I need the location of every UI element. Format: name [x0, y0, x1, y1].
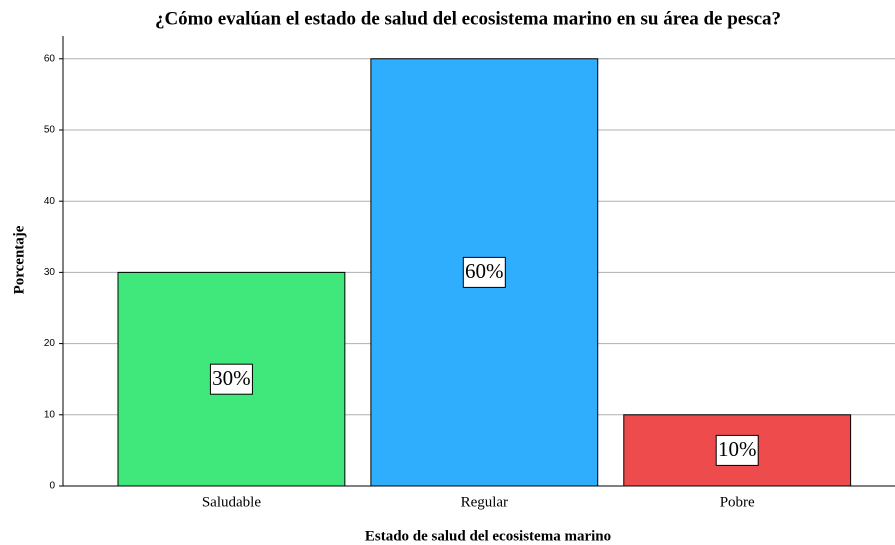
data-label: 60% — [465, 259, 504, 283]
y-tick-label: 60 — [44, 53, 56, 64]
y-tick-label: 0 — [49, 481, 55, 492]
y-tick-label: 20 — [44, 338, 56, 349]
data-label-box — [462, 256, 506, 288]
y-axis-title: Porcentaje — [11, 225, 27, 294]
x-axis-title: Estado de salud del ecosistema marino — [365, 528, 611, 544]
data-label: 30% — [212, 366, 251, 390]
y-tick-label: 30 — [44, 267, 56, 278]
y-tick-label: 40 — [44, 196, 56, 207]
data-label-box — [209, 363, 253, 395]
x-tick-label: Saludable — [202, 494, 261, 510]
data-label: 10% — [718, 437, 757, 461]
x-tick-label: Pobre — [720, 494, 755, 510]
y-tick-label: 50 — [44, 125, 56, 136]
y-tick-label: 10 — [44, 409, 56, 420]
chart-title: ¿Cómo evalúan el estado de salud del eco… — [155, 8, 781, 29]
x-tick-label: Regular — [461, 494, 508, 510]
data-label-box — [715, 434, 759, 466]
